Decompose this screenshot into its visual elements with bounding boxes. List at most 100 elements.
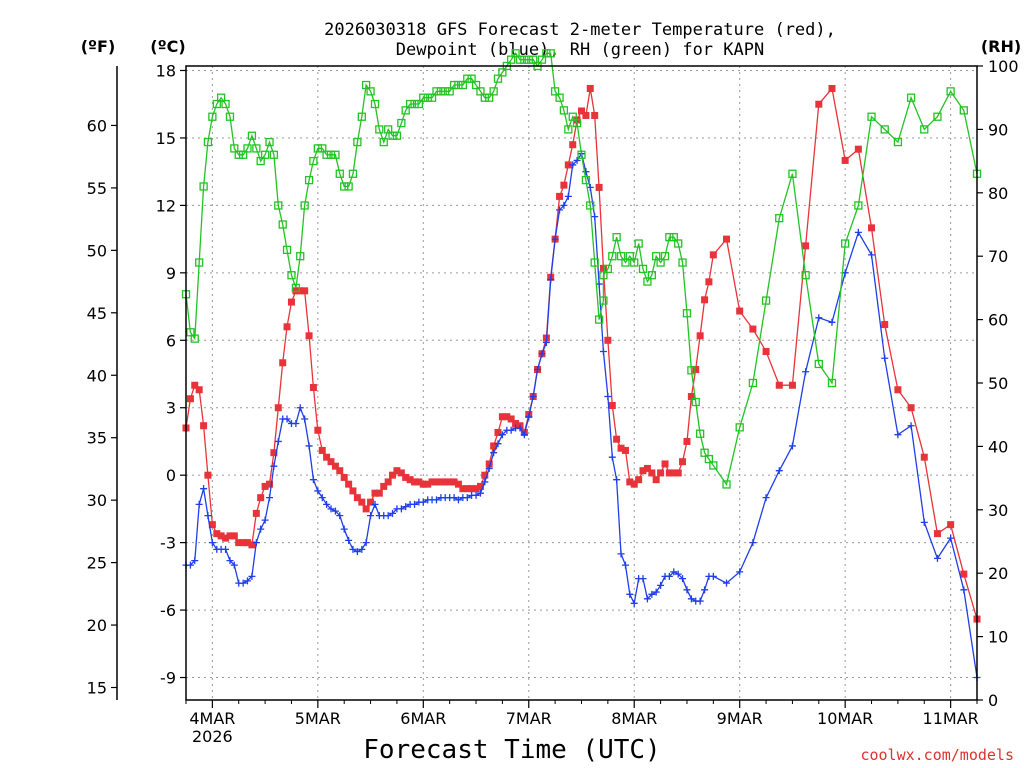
rh-tick-label: 90: [988, 120, 1008, 139]
rh-point: [546, 49, 555, 58]
chart-title: 2026030318 GFS Forecast 2-meter Temperat…: [324, 20, 836, 60]
temperature-point: [305, 332, 313, 340]
dewpoint-point: [749, 539, 757, 547]
rh-point: [243, 144, 252, 153]
rh-point: [436, 87, 446, 96]
rh-tick-label: 40: [988, 437, 1008, 456]
rh-point: [449, 80, 459, 90]
dewpoint-point: [630, 599, 638, 607]
rh-point: [529, 55, 538, 64]
dewpoint-point: [309, 476, 317, 484]
dewpoint-point: [397, 505, 405, 513]
temperature-point: [564, 161, 572, 169]
fahrenheit-unit-label: (ºF): [81, 37, 116, 56]
temperature-point: [494, 428, 502, 436]
temperature-point: [569, 141, 577, 149]
rh-tick-label: 80: [988, 184, 1008, 203]
temperature-point: [362, 505, 370, 513]
temperature-line: [185, 87, 978, 620]
rh-point: [427, 93, 437, 102]
dewpoint-point: [490, 449, 498, 457]
dewpoint-point: [599, 348, 607, 356]
temperature-point: [828, 84, 836, 92]
dewpoint-point: [411, 500, 419, 508]
temperature-point: [705, 278, 713, 286]
rh-point: [318, 144, 327, 153]
temperature-point: [397, 469, 405, 477]
rh-point: [630, 258, 639, 267]
rh-point: [195, 258, 204, 267]
rh-point: [709, 461, 718, 470]
temperature-point: [503, 413, 511, 421]
dewpoint-point: [481, 478, 489, 486]
dewpoint-point: [516, 424, 524, 432]
x-tick-sublabel: 2026: [192, 727, 233, 746]
fahrenheit-tick-label: 50: [87, 241, 107, 260]
dewpoint-point: [709, 572, 717, 580]
temperature-point: [270, 449, 278, 457]
rh-point: [634, 239, 643, 248]
temperature-point: [450, 478, 458, 486]
rh-point: [520, 55, 529, 64]
temperature-point: [432, 478, 440, 486]
temperature-point: [358, 498, 366, 506]
temperature-point: [243, 539, 251, 547]
rh-point: [269, 150, 279, 159]
temperature-point: [353, 494, 361, 502]
dewpoint-point: [485, 464, 493, 472]
dewpoint-point: [723, 579, 731, 587]
dewpoint-point: [613, 476, 621, 484]
rh-point: [216, 93, 226, 102]
temperature-point: [411, 478, 419, 486]
rh-point: [458, 80, 468, 90]
rh-point: [370, 99, 380, 109]
dewpoint-point: [569, 161, 577, 169]
rh-point: [278, 220, 287, 229]
rh-point: [260, 150, 270, 159]
temperature-point: [933, 530, 941, 538]
dewpoint-point: [556, 206, 564, 214]
rh-series: [181, 49, 982, 489]
fahrenheit-tick-label: 40: [87, 366, 107, 385]
dewpoint-point: [604, 392, 612, 400]
rh-point: [463, 74, 472, 83]
dewpoint-point: [292, 419, 300, 427]
x-tick-label: 8MAR: [611, 709, 657, 728]
fahrenheit-tick-label: 35: [87, 429, 107, 448]
temperature-point: [349, 487, 357, 495]
dewpoint-point: [222, 545, 230, 553]
x-tick-label: 6MAR: [400, 709, 446, 728]
dewpoint-point: [683, 586, 691, 594]
rh-point: [542, 49, 551, 58]
dewpoint-point: [191, 557, 199, 565]
celsius-axis: 18 15 12 9 6 3 0 -3 -6 -9: [156, 61, 186, 688]
dewpoint-point: [701, 586, 709, 594]
temperature-point: [578, 107, 585, 115]
fahrenheit-tick-label: 55: [87, 179, 107, 198]
temperature-point: [701, 296, 709, 304]
rh-tick-label: 30: [988, 501, 1008, 520]
rh-point: [687, 366, 696, 375]
rh-point: [282, 245, 292, 255]
rh-point: [827, 378, 837, 388]
temperature-point: [230, 532, 238, 540]
dewpoint-point: [881, 354, 889, 362]
dewpoint-point: [389, 509, 397, 517]
temperature-point: [367, 498, 375, 506]
dewpoint-point: [340, 525, 348, 533]
rh-point: [357, 112, 366, 121]
dewpoint-point: [371, 500, 379, 508]
celsius-tick-label: 15: [156, 129, 176, 148]
temperature-point: [556, 192, 564, 200]
temperature-point: [854, 145, 862, 153]
fahrenheit-axis: 60 55 50 45 40 35 30 25 20 15: [87, 66, 118, 700]
rh-point: [384, 125, 393, 134]
rh-point: [445, 87, 454, 96]
temperature-point: [454, 480, 462, 488]
temperature-point: [670, 469, 678, 477]
rh-point: [704, 454, 714, 464]
rh-point: [599, 271, 608, 280]
rh-point: [296, 252, 305, 261]
dewpoint-point: [679, 575, 687, 583]
dewpoint-point: [450, 494, 458, 502]
